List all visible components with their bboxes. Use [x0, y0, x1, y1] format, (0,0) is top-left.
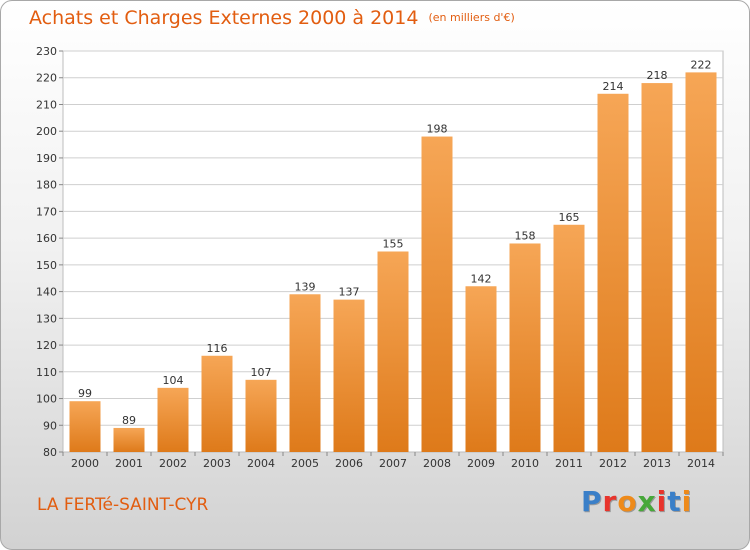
bar-2002 — [157, 387, 189, 452]
bar-2004 — [245, 379, 277, 452]
bar-2010 — [509, 243, 541, 452]
y-tick-label: 110 — [36, 366, 57, 379]
logo-letter: o — [617, 485, 638, 518]
bar-2009 — [465, 286, 497, 452]
y-tick-label: 140 — [36, 286, 57, 299]
y-tick-label: 150 — [36, 259, 57, 272]
bar-2008 — [421, 136, 453, 452]
bar-2011 — [553, 224, 585, 452]
y-tick-label: 190 — [36, 152, 57, 165]
data-label-2010: 158 — [515, 229, 536, 242]
x-tick-label-2009: 2009 — [467, 457, 495, 470]
data-label-2007: 155 — [383, 238, 404, 251]
x-tick-label-2000: 2000 — [71, 457, 99, 470]
bar-2007 — [377, 251, 409, 452]
y-tick-label: 180 — [36, 179, 57, 192]
x-tick-label-2001: 2001 — [115, 457, 143, 470]
y-tick-label: 170 — [36, 205, 57, 218]
y-tick-label: 210 — [36, 98, 57, 111]
data-label-2005: 139 — [295, 280, 316, 293]
chart-title: Achats et Charges Externes 2000 à 2014 — [29, 7, 419, 29]
data-label-2004: 107 — [251, 366, 272, 379]
title-row: Achats et Charges Externes 2000 à 2014 (e… — [29, 7, 515, 29]
data-label-2008: 198 — [427, 123, 448, 136]
bar-2000 — [69, 401, 101, 452]
data-label-2001: 89 — [122, 414, 136, 427]
bar-2013 — [641, 83, 673, 452]
data-label-2006: 137 — [339, 286, 360, 299]
data-label-2014: 222 — [691, 58, 712, 71]
x-tick-label-2003: 2003 — [203, 457, 231, 470]
x-tick-label-2004: 2004 — [247, 457, 275, 470]
bars — [69, 72, 717, 453]
data-label-2012: 214 — [603, 80, 624, 93]
logo-letter: r — [602, 485, 618, 518]
logo-letter: P — [581, 485, 603, 518]
x-tick-label-2007: 2007 — [379, 457, 407, 470]
data-label-2009: 142 — [471, 272, 492, 285]
data-labels: 99 89 104 116 107 139 137 155 198 142 158 165 214 218… — [78, 58, 712, 427]
bar-2003 — [201, 355, 233, 452]
city-name: LA FERTé-SAINT-CYR — [37, 495, 209, 515]
logo-letter: i — [656, 485, 668, 518]
x-tick-label-2006: 2006 — [335, 457, 363, 470]
proxiti-logo: Proxiti — [581, 485, 692, 518]
bar-2005 — [289, 294, 321, 452]
x-tick-label-2005: 2005 — [291, 457, 319, 470]
y-tick-label: 120 — [36, 339, 57, 352]
data-label-2002: 104 — [163, 374, 184, 387]
data-label-2000: 99 — [78, 387, 92, 400]
logo-letter: i — [681, 485, 693, 518]
data-label-2011: 165 — [559, 211, 580, 224]
y-tick-label: 100 — [36, 393, 57, 406]
bar-2014 — [685, 72, 717, 453]
x-tick-label-2002: 2002 — [159, 457, 187, 470]
x-tick-label-2012: 2012 — [599, 457, 627, 470]
bar-2006 — [333, 299, 365, 452]
x-tick-label-2013: 2013 — [643, 457, 671, 470]
x-tick-label-2010: 2010 — [511, 457, 539, 470]
x-tick-label-2008: 2008 — [423, 457, 451, 470]
y-tick-label: 200 — [36, 125, 57, 138]
y-tick-label: 90 — [43, 419, 57, 432]
data-label-2013: 218 — [647, 69, 668, 82]
x-axis: 2000 2001 2002 2003 2004 2005 2006 2007 2008 2009… — [62, 452, 724, 470]
data-label-2003: 116 — [207, 342, 228, 355]
y-tick-label: 160 — [36, 232, 57, 245]
y-tick-label: 220 — [36, 72, 57, 85]
logo-letter: t — [667, 485, 682, 518]
y-tick-label: 130 — [36, 312, 57, 325]
bar-2001 — [113, 427, 145, 452]
logo-letter: x — [637, 485, 657, 518]
y-tick-label: 80 — [43, 446, 57, 459]
y-tick-label: 230 — [36, 45, 57, 58]
y-axis: 80 90 100 110 120 130 140 150 160 170 180 190 200 210… — [36, 45, 63, 459]
x-tick-label-2014: 2014 — [687, 457, 715, 470]
chart-subtitle: (en milliers d'€) — [428, 11, 515, 24]
bar-2012 — [597, 93, 629, 453]
x-tick-label-2011: 2011 — [555, 457, 583, 470]
